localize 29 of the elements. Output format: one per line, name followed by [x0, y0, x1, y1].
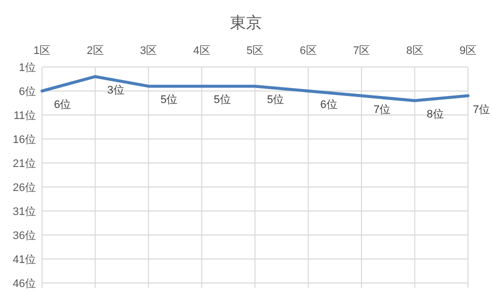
data-label: 3位	[107, 84, 124, 97]
y-tick-label: 21位	[12, 158, 36, 170]
x-tick-label: 4区	[193, 45, 210, 57]
x-tick-label: 1区	[33, 45, 51, 57]
data-label: 6位	[320, 99, 338, 111]
x-tick-label: 7区	[352, 45, 370, 57]
y-tick-label: 16位	[12, 134, 36, 146]
x-tick-label: 8区	[406, 45, 424, 57]
data-label: 7位	[472, 104, 490, 116]
data-label: 5位	[214, 94, 231, 106]
y-tick-label: 1位	[18, 62, 36, 74]
x-tick-label: 6区	[300, 45, 317, 57]
y-tick-label: 46位	[12, 278, 36, 290]
y-tick-label: 41位	[12, 254, 36, 266]
y-tick-label: 36位	[12, 230, 36, 242]
data-label: 5位	[160, 94, 178, 106]
y-tick-label: 31位	[12, 206, 36, 218]
x-tick-label: 2区	[86, 45, 104, 57]
data-label: 8位	[426, 108, 444, 121]
y-tick-label: 6位	[18, 86, 36, 98]
y-tick-label: 11位	[14, 110, 36, 122]
y-tick-label: 26位	[12, 182, 36, 194]
chart-title: 東京	[230, 14, 262, 32]
data-label: 6位	[54, 99, 72, 111]
x-tick-label: 9区	[459, 45, 477, 57]
data-label: 5位	[267, 94, 284, 106]
x-tick-label: 3区	[140, 45, 158, 57]
data-label: 7位	[374, 104, 391, 116]
x-tick-label: 5区	[246, 45, 264, 57]
